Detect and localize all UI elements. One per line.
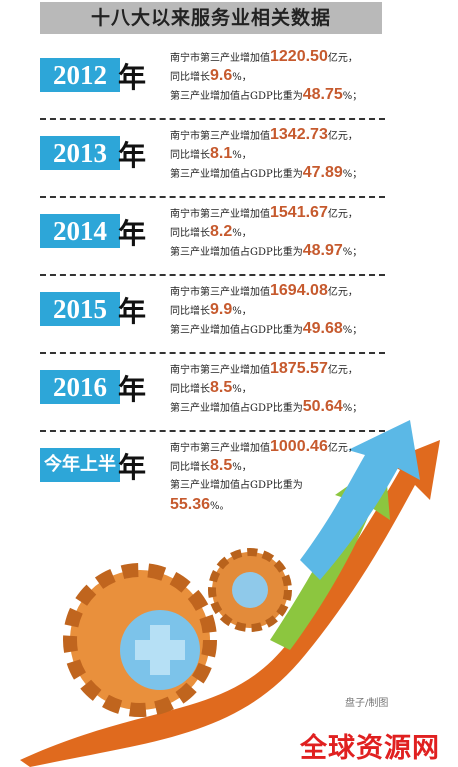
line-prefix: 第三产业增加值占GDP比重为	[170, 169, 303, 180]
line-suffix: %，	[232, 150, 252, 161]
line-value: 9.6	[210, 67, 233, 84]
text-line: 同比增长9.6%，	[170, 67, 252, 85]
line-value: 1220.50	[270, 48, 328, 65]
year-suffix: 年	[118, 61, 147, 94]
line-suffix: %，	[232, 384, 252, 395]
line-prefix: 第三产业增加值占GDP比重为	[170, 247, 303, 258]
line-value: 48.75	[302, 86, 343, 103]
line-value: 49.68	[302, 320, 343, 337]
blue-arrow	[300, 420, 420, 580]
separator	[40, 274, 385, 276]
year-box: 2015	[40, 292, 120, 326]
separator	[40, 352, 385, 354]
line-suffix: %；	[342, 169, 363, 180]
line-suffix: 亿元，	[327, 209, 358, 220]
line-prefix: 南宁市第三产业增加值	[170, 365, 270, 376]
year-box: 今年上半	[40, 448, 120, 482]
year-suffix: 年	[118, 139, 147, 172]
line-value: 1694.08	[270, 282, 328, 299]
line-prefix: 第三产业增加值占GDP比重为	[170, 403, 303, 414]
line-prefix: 南宁市第三产业增加值	[170, 53, 270, 64]
year-box: 2014	[40, 214, 120, 248]
year-suffix: 年	[118, 217, 147, 250]
year-box: 2012	[40, 58, 120, 92]
line-suffix: %，	[232, 228, 252, 239]
line-suffix: %；	[342, 325, 363, 336]
year-suffix: 年	[118, 373, 147, 406]
text-line: 同比增长8.2%，	[170, 223, 252, 241]
line-prefix: 第三产业增加值占GDP比重为	[170, 325, 303, 336]
line-value: 9.9	[210, 301, 233, 318]
line-prefix: 同比增长	[170, 150, 210, 161]
line-value: 1000.46	[270, 438, 328, 455]
line-prefix: 同比增长	[170, 462, 210, 473]
text-line: 第三产业增加值占GDP比重为	[170, 476, 303, 491]
gears	[63, 548, 292, 717]
year-box: 2013	[40, 136, 120, 170]
separator	[40, 118, 385, 120]
line-prefix: 南宁市第三产业增加值	[170, 443, 270, 454]
text-line: 南宁市第三产业增加值1342.73亿元，	[170, 126, 358, 144]
line-suffix: %，	[232, 306, 252, 317]
line-value: 8.1	[210, 145, 233, 162]
line-prefix: 南宁市第三产业增加值	[170, 287, 270, 298]
text-line: 第三产业增加值占GDP比重为48.75%；	[170, 86, 362, 104]
line-prefix: 第三产业增加值占GDP比重为	[170, 480, 303, 491]
text-line: 55.36%。	[170, 496, 230, 514]
line-value: 48.97	[302, 242, 343, 259]
line-prefix: 南宁市第三产业增加值	[170, 209, 270, 220]
line-suffix: %；	[342, 91, 363, 102]
text-line: 第三产业增加值占GDP比重为50.64%；	[170, 398, 362, 416]
line-prefix: 同比增长	[170, 384, 210, 395]
line-suffix: %，	[232, 72, 252, 83]
line-suffix: %。	[210, 501, 230, 512]
line-prefix: 同比增长	[170, 72, 210, 83]
text-line: 南宁市第三产业增加值1541.67亿元，	[170, 204, 358, 222]
line-value: 8.2	[210, 223, 233, 240]
separator	[40, 430, 385, 432]
text-line: 第三产业增加值占GDP比重为48.97%；	[170, 242, 362, 260]
text-line: 南宁市第三产业增加值1694.08亿元，	[170, 282, 358, 300]
line-prefix: 同比增长	[170, 306, 210, 317]
year-suffix: 年	[118, 295, 147, 328]
line-prefix: 第三产业增加值占GDP比重为	[170, 91, 303, 102]
text-line: 第三产业增加值占GDP比重为49.68%；	[170, 320, 362, 338]
line-suffix: 亿元，	[327, 53, 358, 64]
line-value: 50.64	[302, 398, 343, 415]
line-value: 1875.57	[270, 360, 328, 377]
line-value: 55.36	[170, 496, 211, 513]
line-suffix: 亿元，	[327, 365, 358, 376]
credit: 盘子/制图	[345, 698, 389, 709]
red-arrow	[20, 440, 440, 767]
text-line: 同比增长8.5%，	[170, 379, 252, 397]
line-value: 47.89	[302, 164, 343, 181]
line-value: 8.5	[210, 457, 233, 474]
text-line: 第三产业增加值占GDP比重为47.89%；	[170, 164, 362, 182]
line-suffix: 亿元，	[327, 443, 358, 454]
title: 十八大以来服务业相关数据	[40, 2, 382, 34]
year-suffix: 年	[118, 451, 147, 484]
line-suffix: %；	[342, 403, 363, 414]
text-line: 南宁市第三产业增加值1000.46亿元，	[170, 438, 358, 456]
line-suffix: 亿元，	[327, 287, 358, 298]
line-prefix: 同比增长	[170, 228, 210, 239]
line-value: 1342.73	[270, 126, 328, 143]
line-value: 1541.67	[270, 204, 328, 221]
text-line: 南宁市第三产业增加值1875.57亿元，	[170, 360, 358, 378]
line-suffix: %，	[232, 462, 252, 473]
line-prefix: 南宁市第三产业增加值	[170, 131, 270, 142]
year-box: 2016	[40, 370, 120, 404]
text-line: 同比增长8.1%，	[170, 145, 252, 163]
watermark: 全球资源网	[300, 733, 440, 764]
text-line: 同比增长9.9%，	[170, 301, 252, 319]
line-value: 8.5	[210, 379, 233, 396]
separator	[40, 196, 385, 198]
text-line: 南宁市第三产业增加值1220.50亿元，	[170, 48, 358, 66]
text-line: 同比增长8.5%，	[170, 457, 252, 475]
line-suffix: %；	[342, 247, 363, 258]
line-suffix: 亿元，	[327, 131, 358, 142]
